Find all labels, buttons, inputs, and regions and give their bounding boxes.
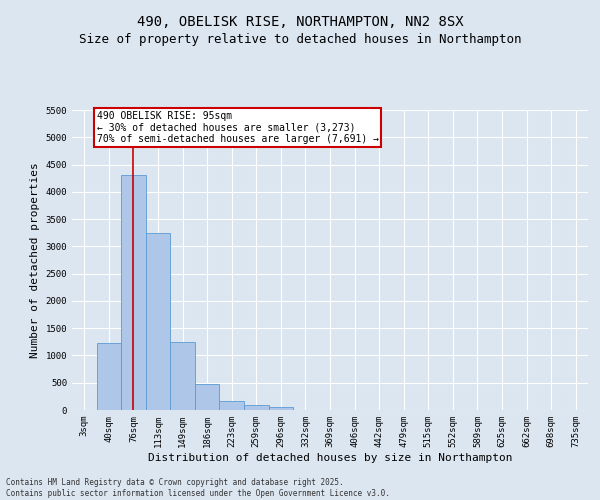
Bar [121,176,146,410]
Text: Size of property relative to detached houses in Northampton: Size of property relative to detached ho… [79,32,521,46]
Y-axis label: Number of detached properties: Number of detached properties [30,162,40,358]
Text: 490 OBELISK RISE: 95sqm
← 30% of detached houses are smaller (3,273)
70% of semi: 490 OBELISK RISE: 95sqm ← 30% of detache… [97,111,379,144]
Text: Contains HM Land Registry data © Crown copyright and database right 2025.
Contai: Contains HM Land Registry data © Crown c… [6,478,390,498]
Bar [220,400,244,410]
Bar [269,406,293,410]
X-axis label: Distribution of detached houses by size in Northampton: Distribution of detached houses by size … [148,452,512,462]
Bar [195,384,220,410]
Bar [146,232,170,410]
Bar [244,404,269,410]
Bar [97,344,121,410]
Text: 490, OBELISK RISE, NORTHAMPTON, NN2 8SX: 490, OBELISK RISE, NORTHAMPTON, NN2 8SX [137,15,463,29]
Bar [170,342,195,410]
